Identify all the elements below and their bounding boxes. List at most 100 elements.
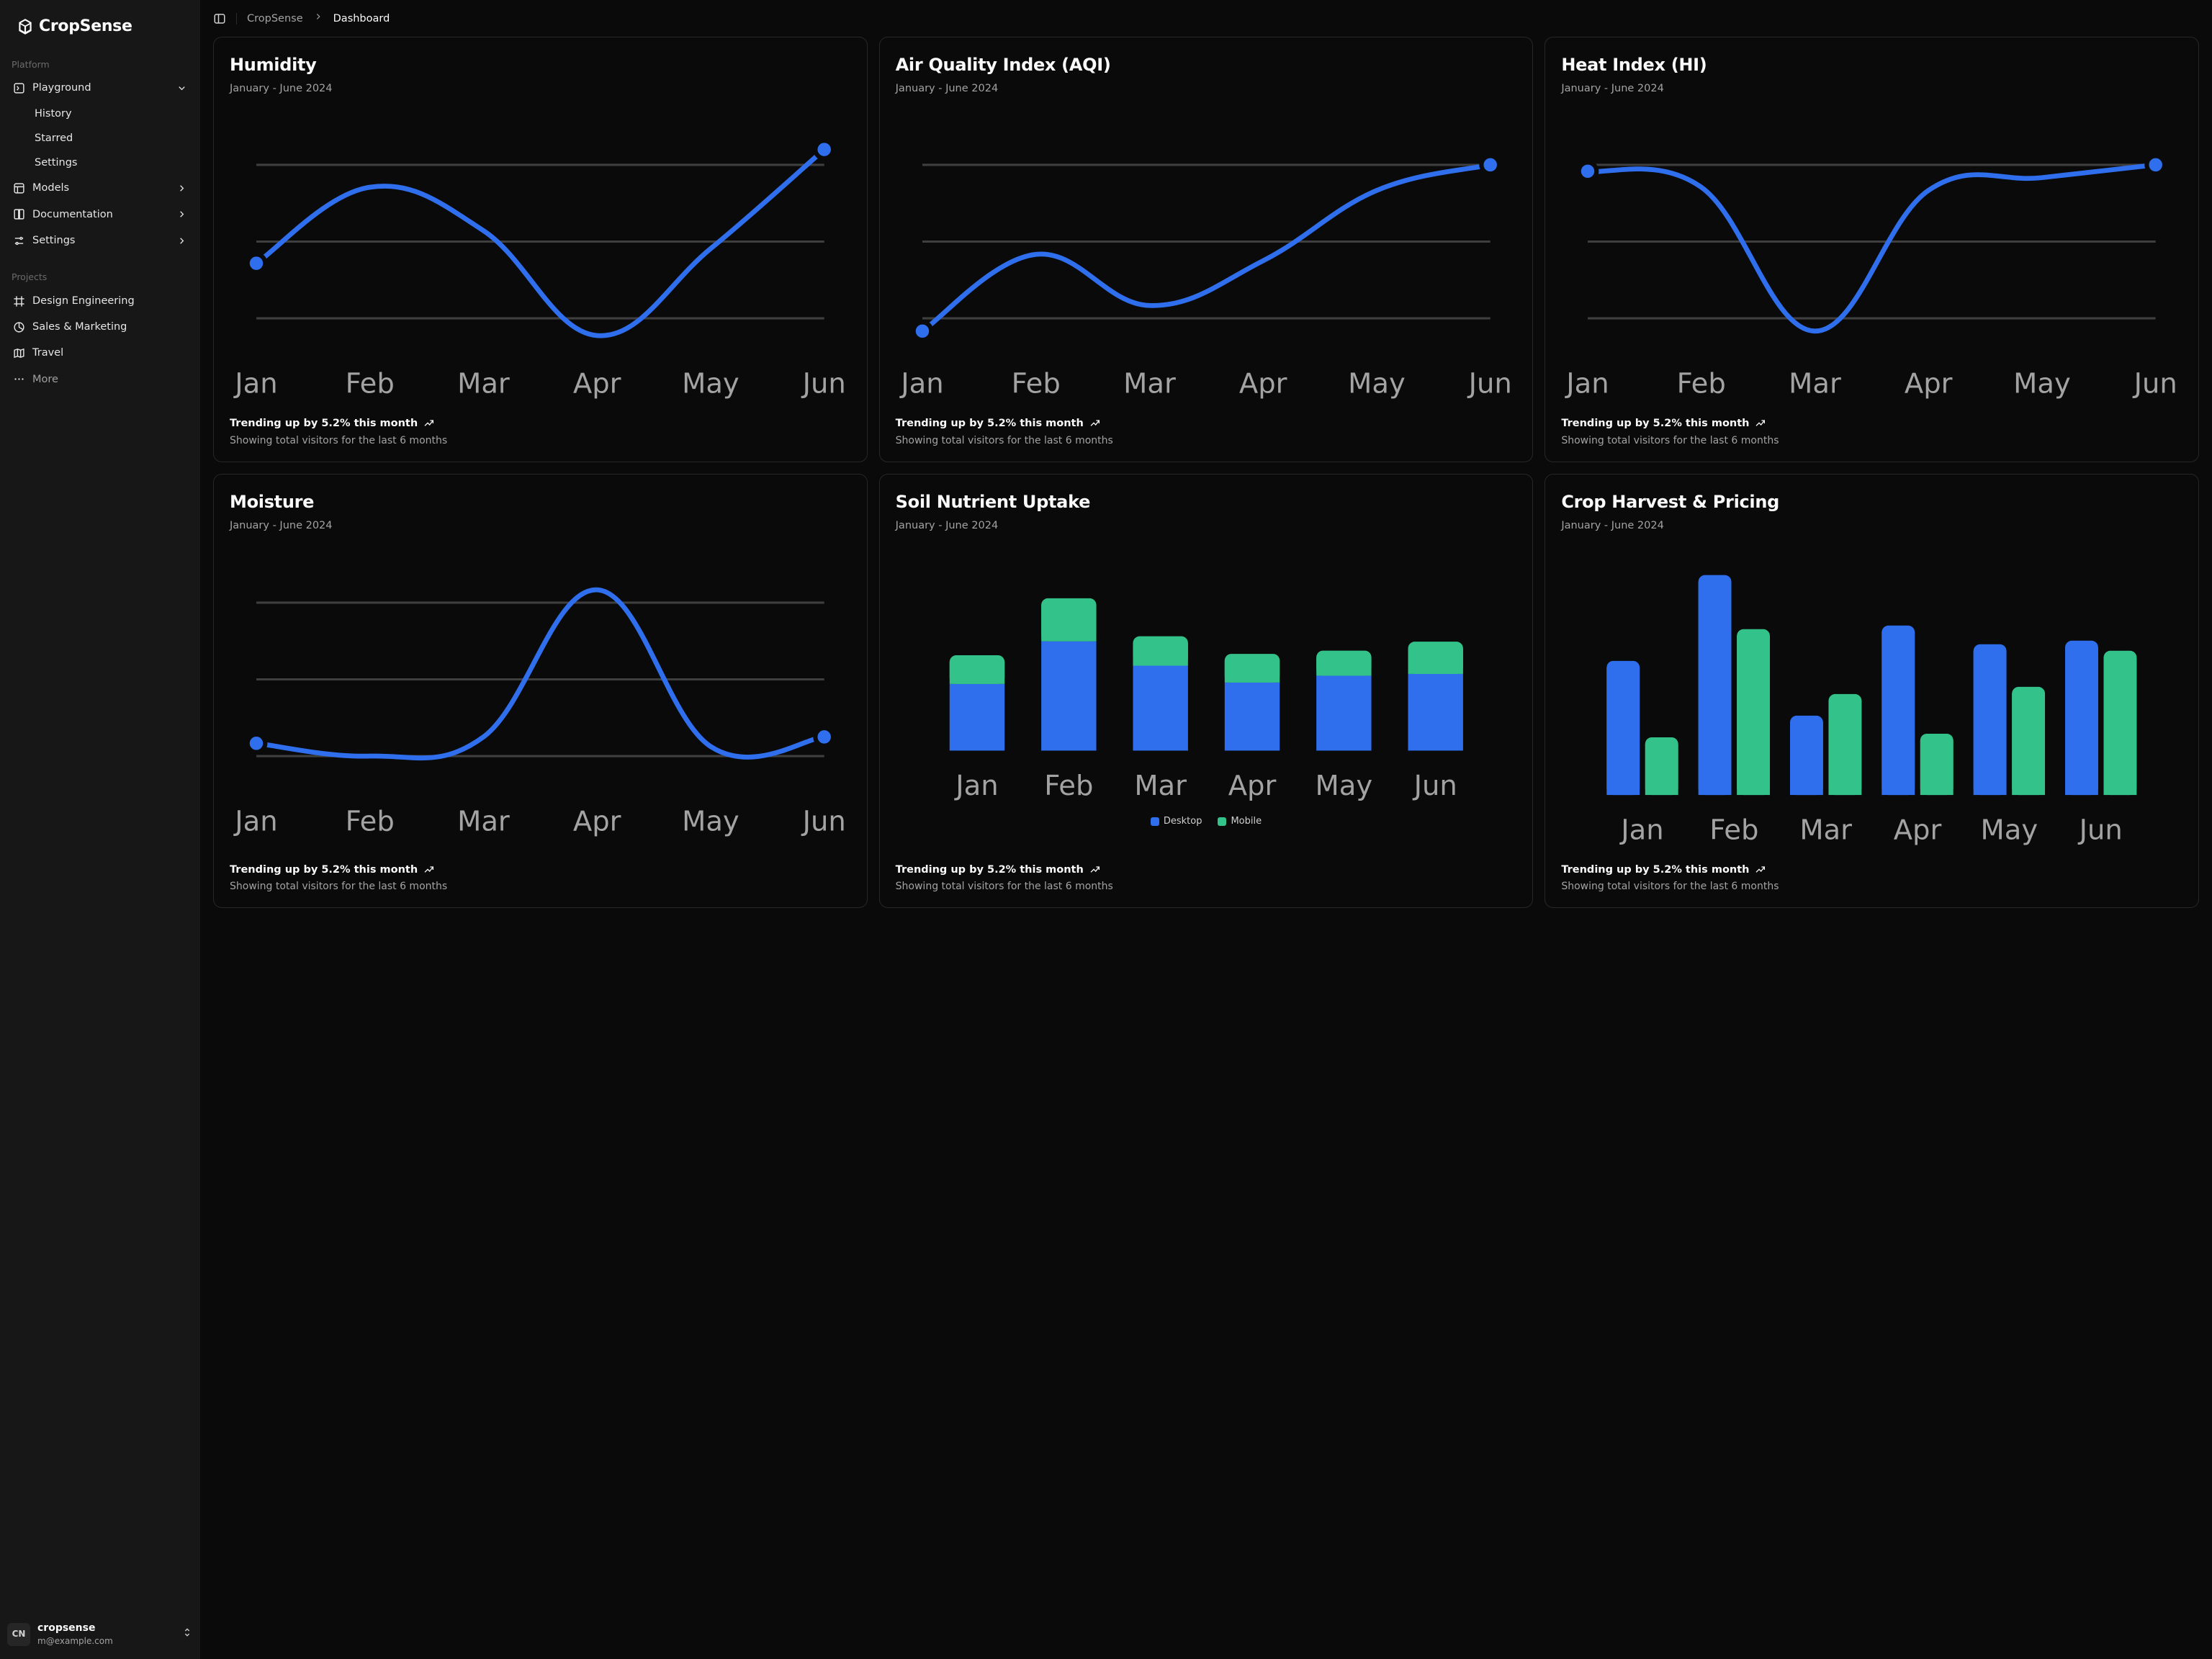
sidebar-item-label: Settings	[35, 156, 77, 170]
chevron-right-icon	[176, 209, 187, 220]
svg-text:Mar: Mar	[1789, 368, 1841, 400]
card-subtitle: January - June 2024	[896, 81, 1517, 96]
card-trend: Trending up by 5.2% this month	[896, 863, 1517, 877]
card-title: Moisture	[230, 490, 851, 515]
svg-text:Jun: Jun	[1467, 368, 1511, 400]
svg-text:Feb: Feb	[346, 368, 395, 400]
map-icon	[13, 347, 25, 359]
svg-text:Jan: Jan	[233, 805, 277, 837]
nav-platform: Playground History Starred Settings Mode…	[0, 75, 200, 253]
card-subtitle: January - June 2024	[1561, 518, 2182, 533]
card-aqi: Air Quality Index (AQI) January - June 2…	[879, 37, 1534, 462]
svg-text:Jun: Jun	[801, 368, 846, 400]
sidebar-toggle-icon[interactable]	[213, 12, 226, 25]
card-trend: Trending up by 5.2% this month	[1561, 416, 2182, 431]
card-desc: Showing total visitors for the last 6 mo…	[1561, 434, 2182, 447]
svg-text:May: May	[1315, 770, 1372, 802]
logo-icon	[16, 17, 35, 36]
book-icon	[13, 208, 25, 220]
sidebar-item-settings[interactable]: Settings	[27, 150, 194, 175]
section-label-projects: Projects	[0, 265, 200, 288]
main: CropSense Dashboard Humidity January - J…	[200, 0, 2212, 1659]
sidebar-item-label: Models	[32, 181, 69, 195]
card-humidity: Humidity January - June 2024 Jan Feb Mar Ap…	[213, 37, 868, 462]
sidebar-item-sales-marketing[interactable]: Sales & Marketing	[6, 314, 194, 340]
card-title: Soil Nutrient Uptake	[896, 490, 1517, 515]
card-trend: Trending up by 5.2% this month	[230, 416, 851, 431]
sidebar-item-history[interactable]: History	[27, 102, 194, 126]
sidebar-item-label: Starred	[35, 131, 73, 145]
svg-text:Feb: Feb	[1011, 368, 1060, 400]
svg-text:Mar: Mar	[457, 805, 510, 837]
svg-text:Mar: Mar	[1800, 814, 1853, 846]
chart-legend: DesktopMobile	[896, 815, 1517, 828]
chart-aqi: JanFebMarAprMayJun	[896, 109, 1517, 406]
svg-text:Apr: Apr	[1894, 814, 1942, 846]
breadcrumb-root[interactable]: CropSense	[247, 12, 303, 26]
user-name: cropsense	[37, 1622, 113, 1636]
chart-humidity: JanFebMarAprMayJun	[230, 109, 851, 406]
svg-text:Jan: Jan	[233, 368, 277, 400]
svg-text:May: May	[682, 805, 739, 837]
svg-text:Jan: Jan	[1620, 814, 1664, 846]
svg-text:Feb: Feb	[346, 805, 395, 837]
card-trend: Trending up by 5.2% this month	[230, 863, 851, 877]
svg-text:Mar: Mar	[1123, 368, 1176, 400]
frame-icon	[13, 295, 25, 307]
svg-text:Jun: Jun	[2133, 368, 2177, 400]
topbar: CropSense Dashboard	[200, 0, 2212, 37]
svg-text:Jan: Jan	[1565, 368, 1609, 400]
card-moisture: Moisture January - June 2024 JanFebMarAp…	[213, 474, 868, 909]
svg-text:Jan: Jan	[954, 770, 998, 802]
svg-text:Feb: Feb	[1677, 368, 1726, 400]
svg-text:Mar: Mar	[1134, 770, 1187, 802]
card-trend: Trending up by 5.2% this month	[1561, 863, 2182, 877]
sidebar-item-starred[interactable]: Starred	[27, 126, 194, 150]
card-subtitle: January - June 2024	[896, 518, 1517, 533]
nav-projects: Design Engineering Sales & Marketing Tra…	[0, 288, 200, 392]
svg-text:Feb: Feb	[1044, 770, 1093, 802]
card-title: Humidity	[230, 53, 851, 78]
models-icon	[13, 182, 25, 194]
card-title: Crop Harvest & Pricing	[1561, 490, 2182, 515]
card-subtitle: January - June 2024	[1561, 81, 2182, 96]
chevron-right-icon	[176, 235, 187, 246]
sidebar-item-playground[interactable]: Playground	[6, 75, 194, 101]
sidebar-item-documentation[interactable]: Documentation	[6, 202, 194, 228]
sidebar-item-label: Playground	[32, 81, 91, 95]
card-subtitle: January - June 2024	[230, 81, 851, 96]
divider	[236, 13, 237, 24]
svg-text:Mar: Mar	[457, 368, 510, 400]
card-desc: Showing total visitors for the last 6 mo…	[230, 880, 851, 893]
card-title: Heat Index (HI)	[1561, 53, 2182, 78]
avatar: CN	[7, 1623, 30, 1646]
card-desc: Showing total visitors for the last 6 mo…	[230, 434, 851, 447]
updown-icon	[181, 1627, 193, 1643]
card-heat: Heat Index (HI) January - June 2024 Jan F…	[1545, 37, 2199, 462]
chevron-down-icon	[176, 83, 187, 94]
chevron-right-icon	[313, 12, 323, 27]
card-desc: Showing total visitors for the last 6 mo…	[896, 434, 1517, 447]
app-name: CropSense	[39, 16, 132, 38]
playground-icon	[13, 82, 25, 94]
svg-text:Apr: Apr	[1905, 368, 1953, 400]
sidebar-item-label: Settings	[32, 233, 75, 248]
user-menu[interactable]: CN cropsense m@example.com	[0, 1616, 200, 1653]
svg-text:Apr: Apr	[573, 368, 621, 400]
sidebar-item-models[interactable]: Models	[6, 175, 194, 201]
card-subtitle: January - June 2024	[230, 518, 851, 533]
sidebar-item-travel[interactable]: Travel	[6, 340, 194, 366]
sidebar-item-design-engineering[interactable]: Design Engineering	[6, 288, 194, 314]
svg-text:Jun: Jun	[801, 805, 846, 837]
svg-text:Apr: Apr	[1239, 368, 1287, 400]
chart-moisture: JanFebMarAprMayJun	[230, 547, 851, 853]
svg-text:Jun: Jun	[1412, 770, 1457, 802]
chart-heat: JanFebMarAprMayJun	[1561, 109, 2182, 406]
svg-text:May: May	[1981, 814, 2038, 846]
sidebar-item-more[interactable]: More	[6, 367, 194, 392]
sidebar-item-label: More	[32, 372, 58, 387]
sidebar-item-settings2[interactable]: Settings	[6, 228, 194, 253]
cards-grid: Humidity January - June 2024 Jan Feb Mar Ap…	[200, 37, 2212, 922]
card-trend: Trending up by 5.2% this month	[896, 416, 1517, 431]
card-soil: Soil Nutrient Uptake January - June 2024…	[879, 474, 1534, 909]
